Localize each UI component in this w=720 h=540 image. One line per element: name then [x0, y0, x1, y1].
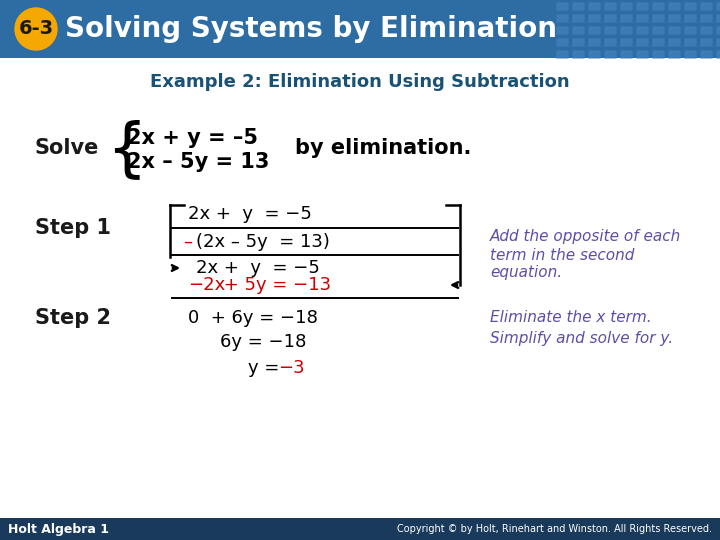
FancyBboxPatch shape — [684, 50, 696, 58]
FancyBboxPatch shape — [604, 14, 616, 22]
FancyBboxPatch shape — [684, 26, 696, 34]
Text: 2x +  y  = −5: 2x + y = −5 — [188, 205, 312, 223]
Text: Eliminate the x term.: Eliminate the x term. — [490, 310, 652, 326]
Text: + 5y = −13: + 5y = −13 — [218, 276, 331, 294]
FancyBboxPatch shape — [636, 50, 648, 58]
Text: 0  + 6y = −18: 0 + 6y = −18 — [188, 309, 318, 327]
FancyBboxPatch shape — [556, 14, 568, 22]
FancyBboxPatch shape — [620, 38, 632, 46]
FancyBboxPatch shape — [652, 50, 664, 58]
FancyBboxPatch shape — [620, 14, 632, 22]
FancyBboxPatch shape — [668, 50, 680, 58]
FancyBboxPatch shape — [684, 38, 696, 46]
Text: term in the second: term in the second — [490, 247, 634, 262]
Text: Example 2: Elimination Using Subtraction: Example 2: Elimination Using Subtraction — [150, 73, 570, 91]
FancyBboxPatch shape — [604, 50, 616, 58]
FancyBboxPatch shape — [572, 2, 584, 10]
FancyBboxPatch shape — [604, 26, 616, 34]
FancyBboxPatch shape — [716, 38, 720, 46]
Text: y =: y = — [248, 359, 285, 377]
FancyBboxPatch shape — [556, 50, 568, 58]
Text: 2x – 5y = 13: 2x – 5y = 13 — [127, 152, 269, 172]
FancyBboxPatch shape — [636, 26, 648, 34]
FancyBboxPatch shape — [0, 518, 720, 540]
FancyBboxPatch shape — [700, 14, 712, 22]
FancyBboxPatch shape — [652, 26, 664, 34]
Text: 6y = −18: 6y = −18 — [220, 333, 307, 351]
FancyBboxPatch shape — [0, 0, 720, 58]
FancyBboxPatch shape — [572, 14, 584, 22]
Text: Holt Algebra 1: Holt Algebra 1 — [8, 523, 109, 536]
FancyBboxPatch shape — [652, 14, 664, 22]
FancyBboxPatch shape — [588, 14, 600, 22]
Text: (2x – 5y  = 13): (2x – 5y = 13) — [196, 233, 330, 251]
FancyBboxPatch shape — [604, 38, 616, 46]
FancyBboxPatch shape — [620, 50, 632, 58]
FancyBboxPatch shape — [636, 2, 648, 10]
FancyBboxPatch shape — [572, 26, 584, 34]
FancyBboxPatch shape — [620, 2, 632, 10]
FancyBboxPatch shape — [700, 38, 712, 46]
FancyBboxPatch shape — [604, 2, 616, 10]
Text: {: { — [106, 119, 147, 181]
FancyBboxPatch shape — [668, 38, 680, 46]
FancyBboxPatch shape — [700, 2, 712, 10]
Text: Solve: Solve — [35, 138, 99, 158]
FancyBboxPatch shape — [700, 50, 712, 58]
FancyBboxPatch shape — [588, 2, 600, 10]
Text: Step 2: Step 2 — [35, 308, 111, 328]
Text: 6-3: 6-3 — [19, 19, 53, 38]
FancyBboxPatch shape — [684, 14, 696, 22]
FancyBboxPatch shape — [684, 2, 696, 10]
FancyBboxPatch shape — [556, 2, 568, 10]
FancyBboxPatch shape — [652, 2, 664, 10]
FancyBboxPatch shape — [572, 50, 584, 58]
FancyBboxPatch shape — [668, 2, 680, 10]
FancyBboxPatch shape — [588, 26, 600, 34]
FancyBboxPatch shape — [588, 38, 600, 46]
Circle shape — [15, 8, 57, 50]
FancyBboxPatch shape — [716, 26, 720, 34]
Text: by elimination.: by elimination. — [295, 138, 472, 158]
FancyBboxPatch shape — [652, 38, 664, 46]
FancyBboxPatch shape — [716, 2, 720, 10]
FancyBboxPatch shape — [716, 50, 720, 58]
Text: –: – — [183, 233, 192, 251]
FancyBboxPatch shape — [668, 14, 680, 22]
FancyBboxPatch shape — [556, 38, 568, 46]
Text: Step 1: Step 1 — [35, 218, 111, 238]
FancyBboxPatch shape — [588, 50, 600, 58]
FancyBboxPatch shape — [700, 26, 712, 34]
FancyBboxPatch shape — [556, 26, 568, 34]
Text: 2x + y = –5: 2x + y = –5 — [127, 128, 258, 148]
Text: Simplify and solve for y.: Simplify and solve for y. — [490, 330, 673, 346]
Text: Solving Systems by Elimination: Solving Systems by Elimination — [65, 15, 557, 43]
FancyBboxPatch shape — [716, 14, 720, 22]
FancyBboxPatch shape — [636, 14, 648, 22]
FancyBboxPatch shape — [572, 38, 584, 46]
Text: Add the opposite of each: Add the opposite of each — [490, 230, 681, 245]
FancyBboxPatch shape — [636, 38, 648, 46]
FancyBboxPatch shape — [620, 26, 632, 34]
Text: Copyright © by Holt, Rinehart and Winston. All Rights Reserved.: Copyright © by Holt, Rinehart and Winsto… — [397, 524, 712, 534]
Text: equation.: equation. — [490, 266, 562, 280]
FancyBboxPatch shape — [668, 26, 680, 34]
Text: −3: −3 — [278, 359, 305, 377]
Text: 2x +  y  = −5: 2x + y = −5 — [196, 259, 320, 277]
Text: −2x: −2x — [188, 276, 225, 294]
